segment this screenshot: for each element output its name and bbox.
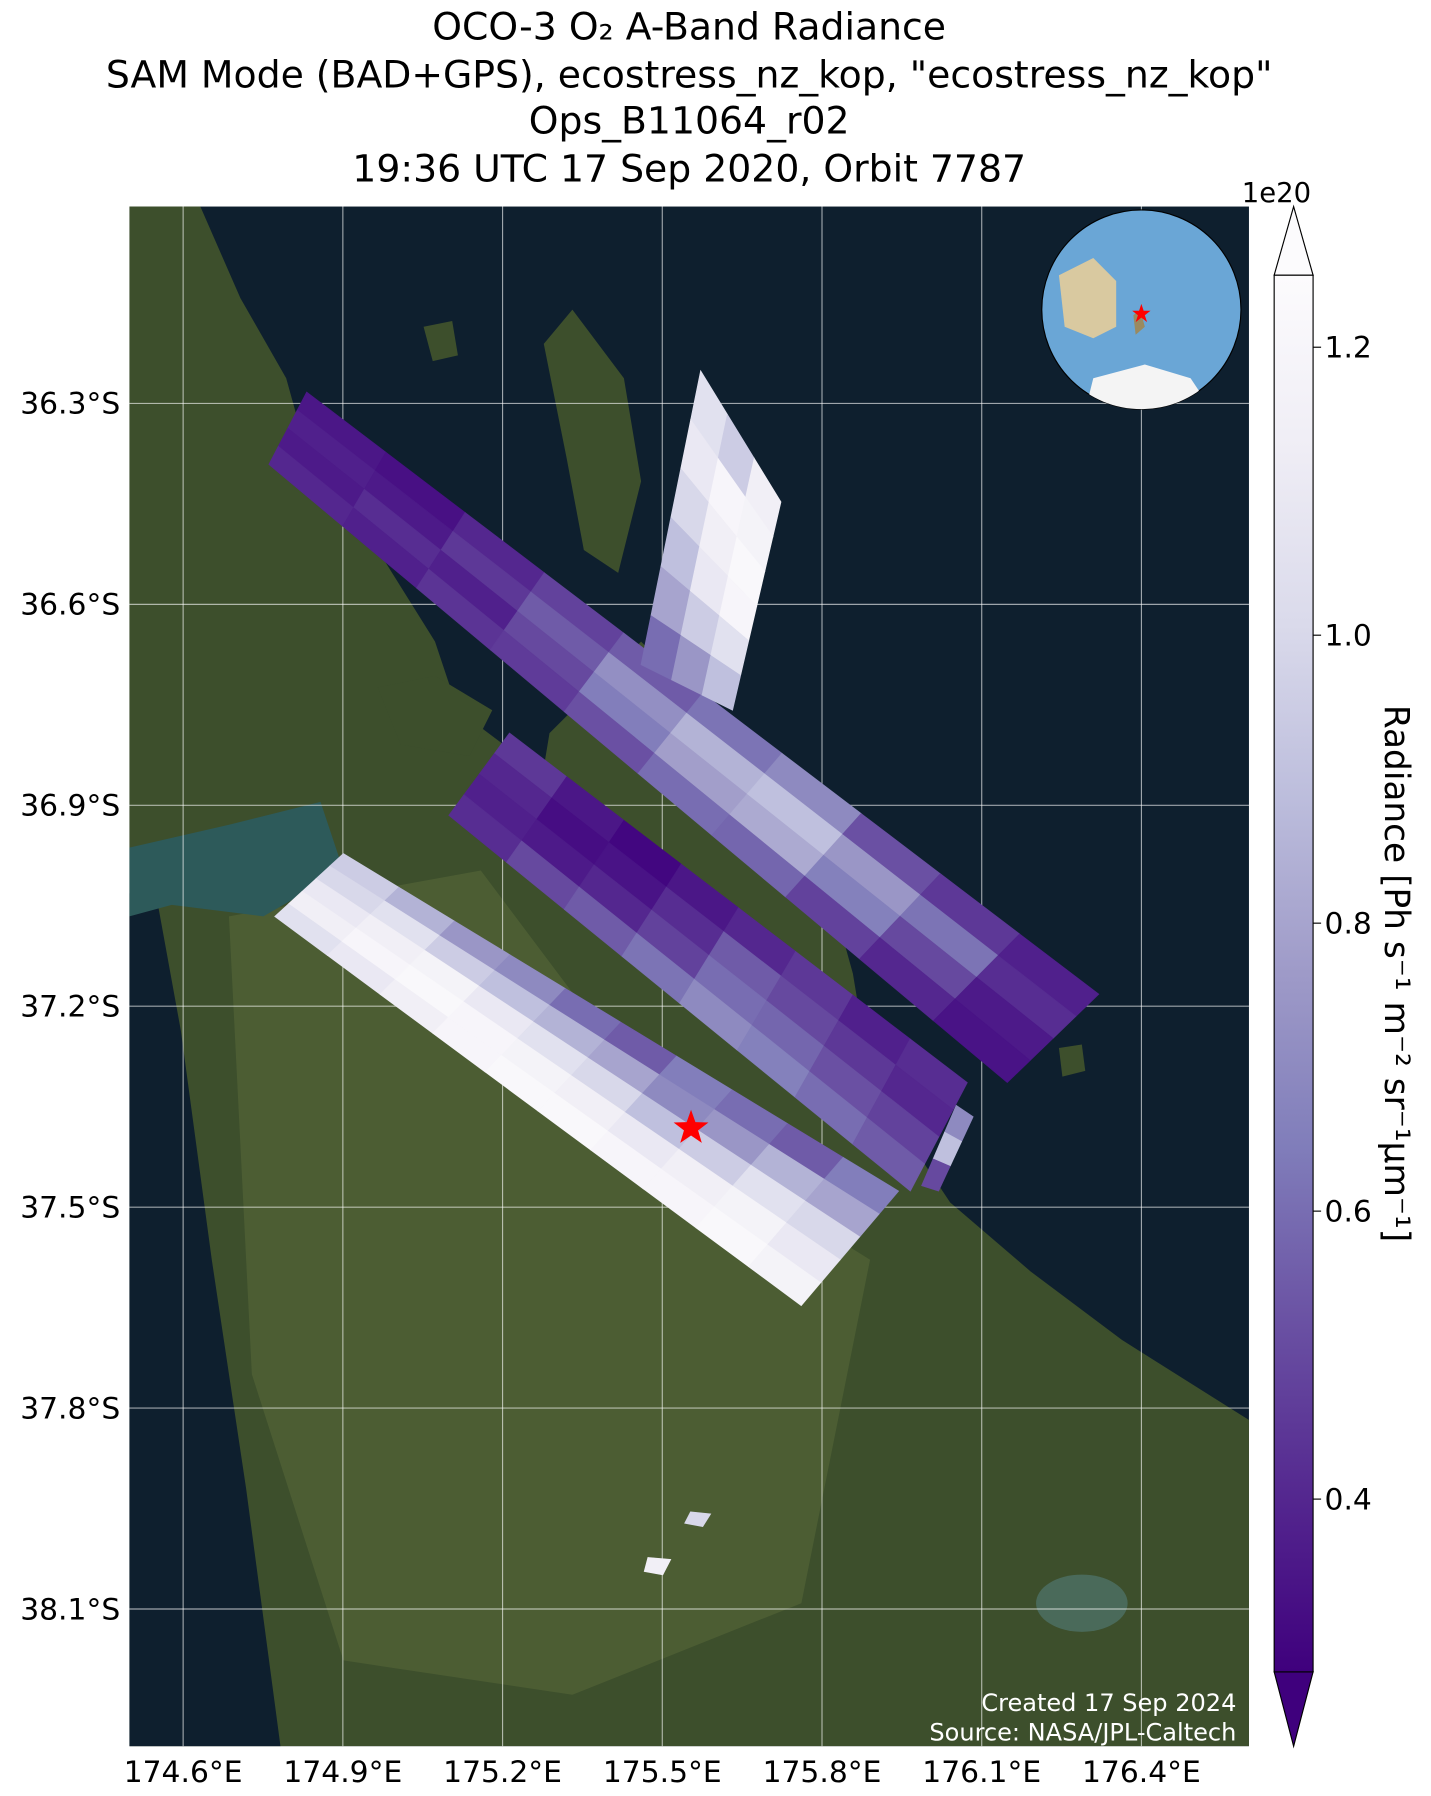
title-line: 19:36 UTC 17 Sep 2020, Orbit 7787 xyxy=(352,146,1026,190)
x-tick-label: 175.2°E xyxy=(443,1755,562,1790)
antarctica xyxy=(1087,364,1214,410)
colorbar-tick-label: 0.8 xyxy=(1325,906,1372,941)
new-zealand xyxy=(1133,309,1145,335)
colorbar-tick-label: 1.0 xyxy=(1325,618,1372,653)
colorbar-extend-low xyxy=(1273,1671,1314,1749)
x-tick-label: 176.1°E xyxy=(922,1755,1041,1790)
x-tick-label: 175.8°E xyxy=(763,1755,882,1790)
australia xyxy=(1058,258,1117,339)
x-tick-label: 175.5°E xyxy=(603,1755,722,1790)
colorbar-offset: 1e20 xyxy=(1242,178,1311,209)
island xyxy=(377,675,493,757)
swaths xyxy=(268,369,1100,1576)
swath-cell xyxy=(684,1511,712,1527)
y-tick-label: 37.5°S xyxy=(20,1190,120,1225)
y-tick-label: 36.9°S xyxy=(20,789,120,824)
x-tick-label: 176.4°E xyxy=(1082,1755,1201,1790)
island xyxy=(543,309,642,573)
swath-cell xyxy=(921,1158,951,1192)
inset-globe xyxy=(1041,209,1242,410)
y-tick-label: 37.2°S xyxy=(20,990,120,1025)
colorbar-body xyxy=(1273,274,1314,1673)
y-tick-label: 38.1°S xyxy=(20,1592,120,1627)
title-line: Ops_B11064_r02 xyxy=(529,98,850,142)
colorbar-tick-label: 1.2 xyxy=(1325,331,1372,366)
swath-cell xyxy=(748,1244,822,1307)
annotation: Source: NASA/JPL-Caltech xyxy=(929,1719,1236,1747)
swath-cell xyxy=(932,998,1031,1084)
y-tick-label: 37.8°S xyxy=(20,1391,120,1426)
target-marker xyxy=(673,1109,709,1143)
x-tick-label: 174.9°E xyxy=(283,1755,402,1790)
title-line: SAM Mode (BAD+GPS), ecostress_nz_kop, "e… xyxy=(106,52,1273,96)
island xyxy=(423,321,458,362)
island xyxy=(1058,1044,1086,1077)
annotation: Created 17 Sep 2024 xyxy=(981,1689,1236,1717)
swath-cell xyxy=(852,1117,926,1192)
land-pasture xyxy=(228,870,871,1695)
colorbar-tick-label: 0.4 xyxy=(1325,1482,1372,1517)
swath-cell xyxy=(701,654,742,711)
swath-cell xyxy=(643,1557,672,1576)
x-tick-label: 174.6°E xyxy=(124,1755,243,1790)
globe-marker xyxy=(1132,303,1151,323)
colorbar-extend-high xyxy=(1273,204,1314,276)
y-tick-label: 36.3°S xyxy=(20,387,120,422)
lake xyxy=(1036,1574,1128,1632)
title-line: OCO-3 O₂ A-Band Radiance xyxy=(432,4,946,48)
colorbar-tick-label: 0.6 xyxy=(1325,1194,1372,1229)
colorbar-label: Radiance [Ph s⁻¹ m⁻² sr⁻¹μm⁻¹] xyxy=(1376,705,1416,1242)
y-tick-label: 36.6°S xyxy=(20,588,120,623)
colorbar: 0.4 0.6 0.8 1.0 1.2 xyxy=(1273,204,1372,1749)
west-ocean xyxy=(129,893,281,1747)
